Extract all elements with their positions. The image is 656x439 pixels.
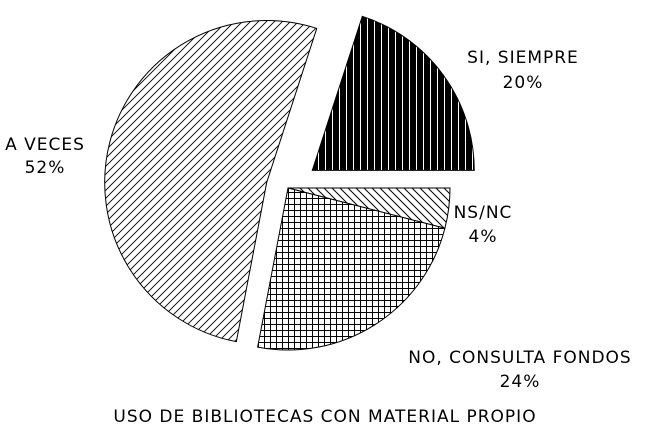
slice-label: SI, SIEMPRE bbox=[467, 48, 579, 68]
slice-value-label: 20% bbox=[503, 73, 544, 93]
slice-value-label: 4% bbox=[469, 227, 498, 247]
chart-title: USO DE BIBLIOTECAS CON MATERIAL PROPIO bbox=[113, 407, 536, 427]
slice-label: A VECES bbox=[5, 135, 85, 155]
slice-value-label: 24% bbox=[500, 372, 541, 392]
slice-label: NS/NC bbox=[454, 203, 513, 223]
pie-slice bbox=[311, 15, 475, 171]
pie-slice bbox=[104, 20, 318, 343]
pie-slice bbox=[257, 187, 446, 351]
slice-value-label: 52% bbox=[25, 158, 66, 178]
slice-label: NO, CONSULTA FONDOS bbox=[408, 348, 631, 368]
